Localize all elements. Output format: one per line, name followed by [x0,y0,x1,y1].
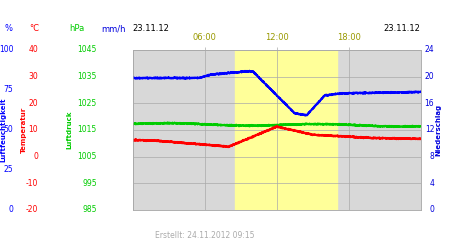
Text: 23.11.12: 23.11.12 [133,24,170,33]
Text: 50: 50 [4,126,13,134]
Text: 0: 0 [429,206,434,214]
Text: 40: 40 [28,46,38,54]
Text: 1015: 1015 [77,126,97,134]
Text: 20: 20 [29,99,38,108]
Bar [235,50,337,210]
Text: 20: 20 [425,72,434,81]
Text: -20: -20 [26,206,38,214]
Text: 0: 0 [9,206,13,214]
Text: 30: 30 [28,72,38,81]
Text: 1035: 1035 [77,72,97,81]
Text: 12: 12 [425,126,434,134]
Text: Temperatur: Temperatur [21,107,27,153]
Text: 8: 8 [429,152,434,161]
Text: 1025: 1025 [77,99,97,108]
Text: 1005: 1005 [77,152,97,161]
Text: mm/h: mm/h [101,24,126,33]
Text: 10: 10 [29,126,38,134]
Text: Niederschlag: Niederschlag [436,104,442,156]
Text: 100: 100 [0,46,14,54]
Text: 24: 24 [425,46,434,54]
Text: Erstellt: 24.11.2012 09:15: Erstellt: 24.11.2012 09:15 [155,231,255,240]
Text: 985: 985 [82,206,97,214]
Text: 4: 4 [429,179,434,188]
Text: -10: -10 [26,179,38,188]
Text: %: % [4,24,13,33]
Text: 23.11.12: 23.11.12 [384,24,421,33]
Text: 0: 0 [33,152,38,161]
Text: 16: 16 [425,99,434,108]
Text: 25: 25 [4,166,14,174]
Text: 1045: 1045 [77,46,97,54]
Text: °C: °C [29,24,39,33]
Text: hPa: hPa [70,24,85,33]
Text: Luftfeuchtigkeit: Luftfeuchtigkeit [0,98,6,162]
Text: 75: 75 [4,86,13,94]
Text: Luftdruck: Luftdruck [67,111,73,149]
Text: 995: 995 [82,179,97,188]
